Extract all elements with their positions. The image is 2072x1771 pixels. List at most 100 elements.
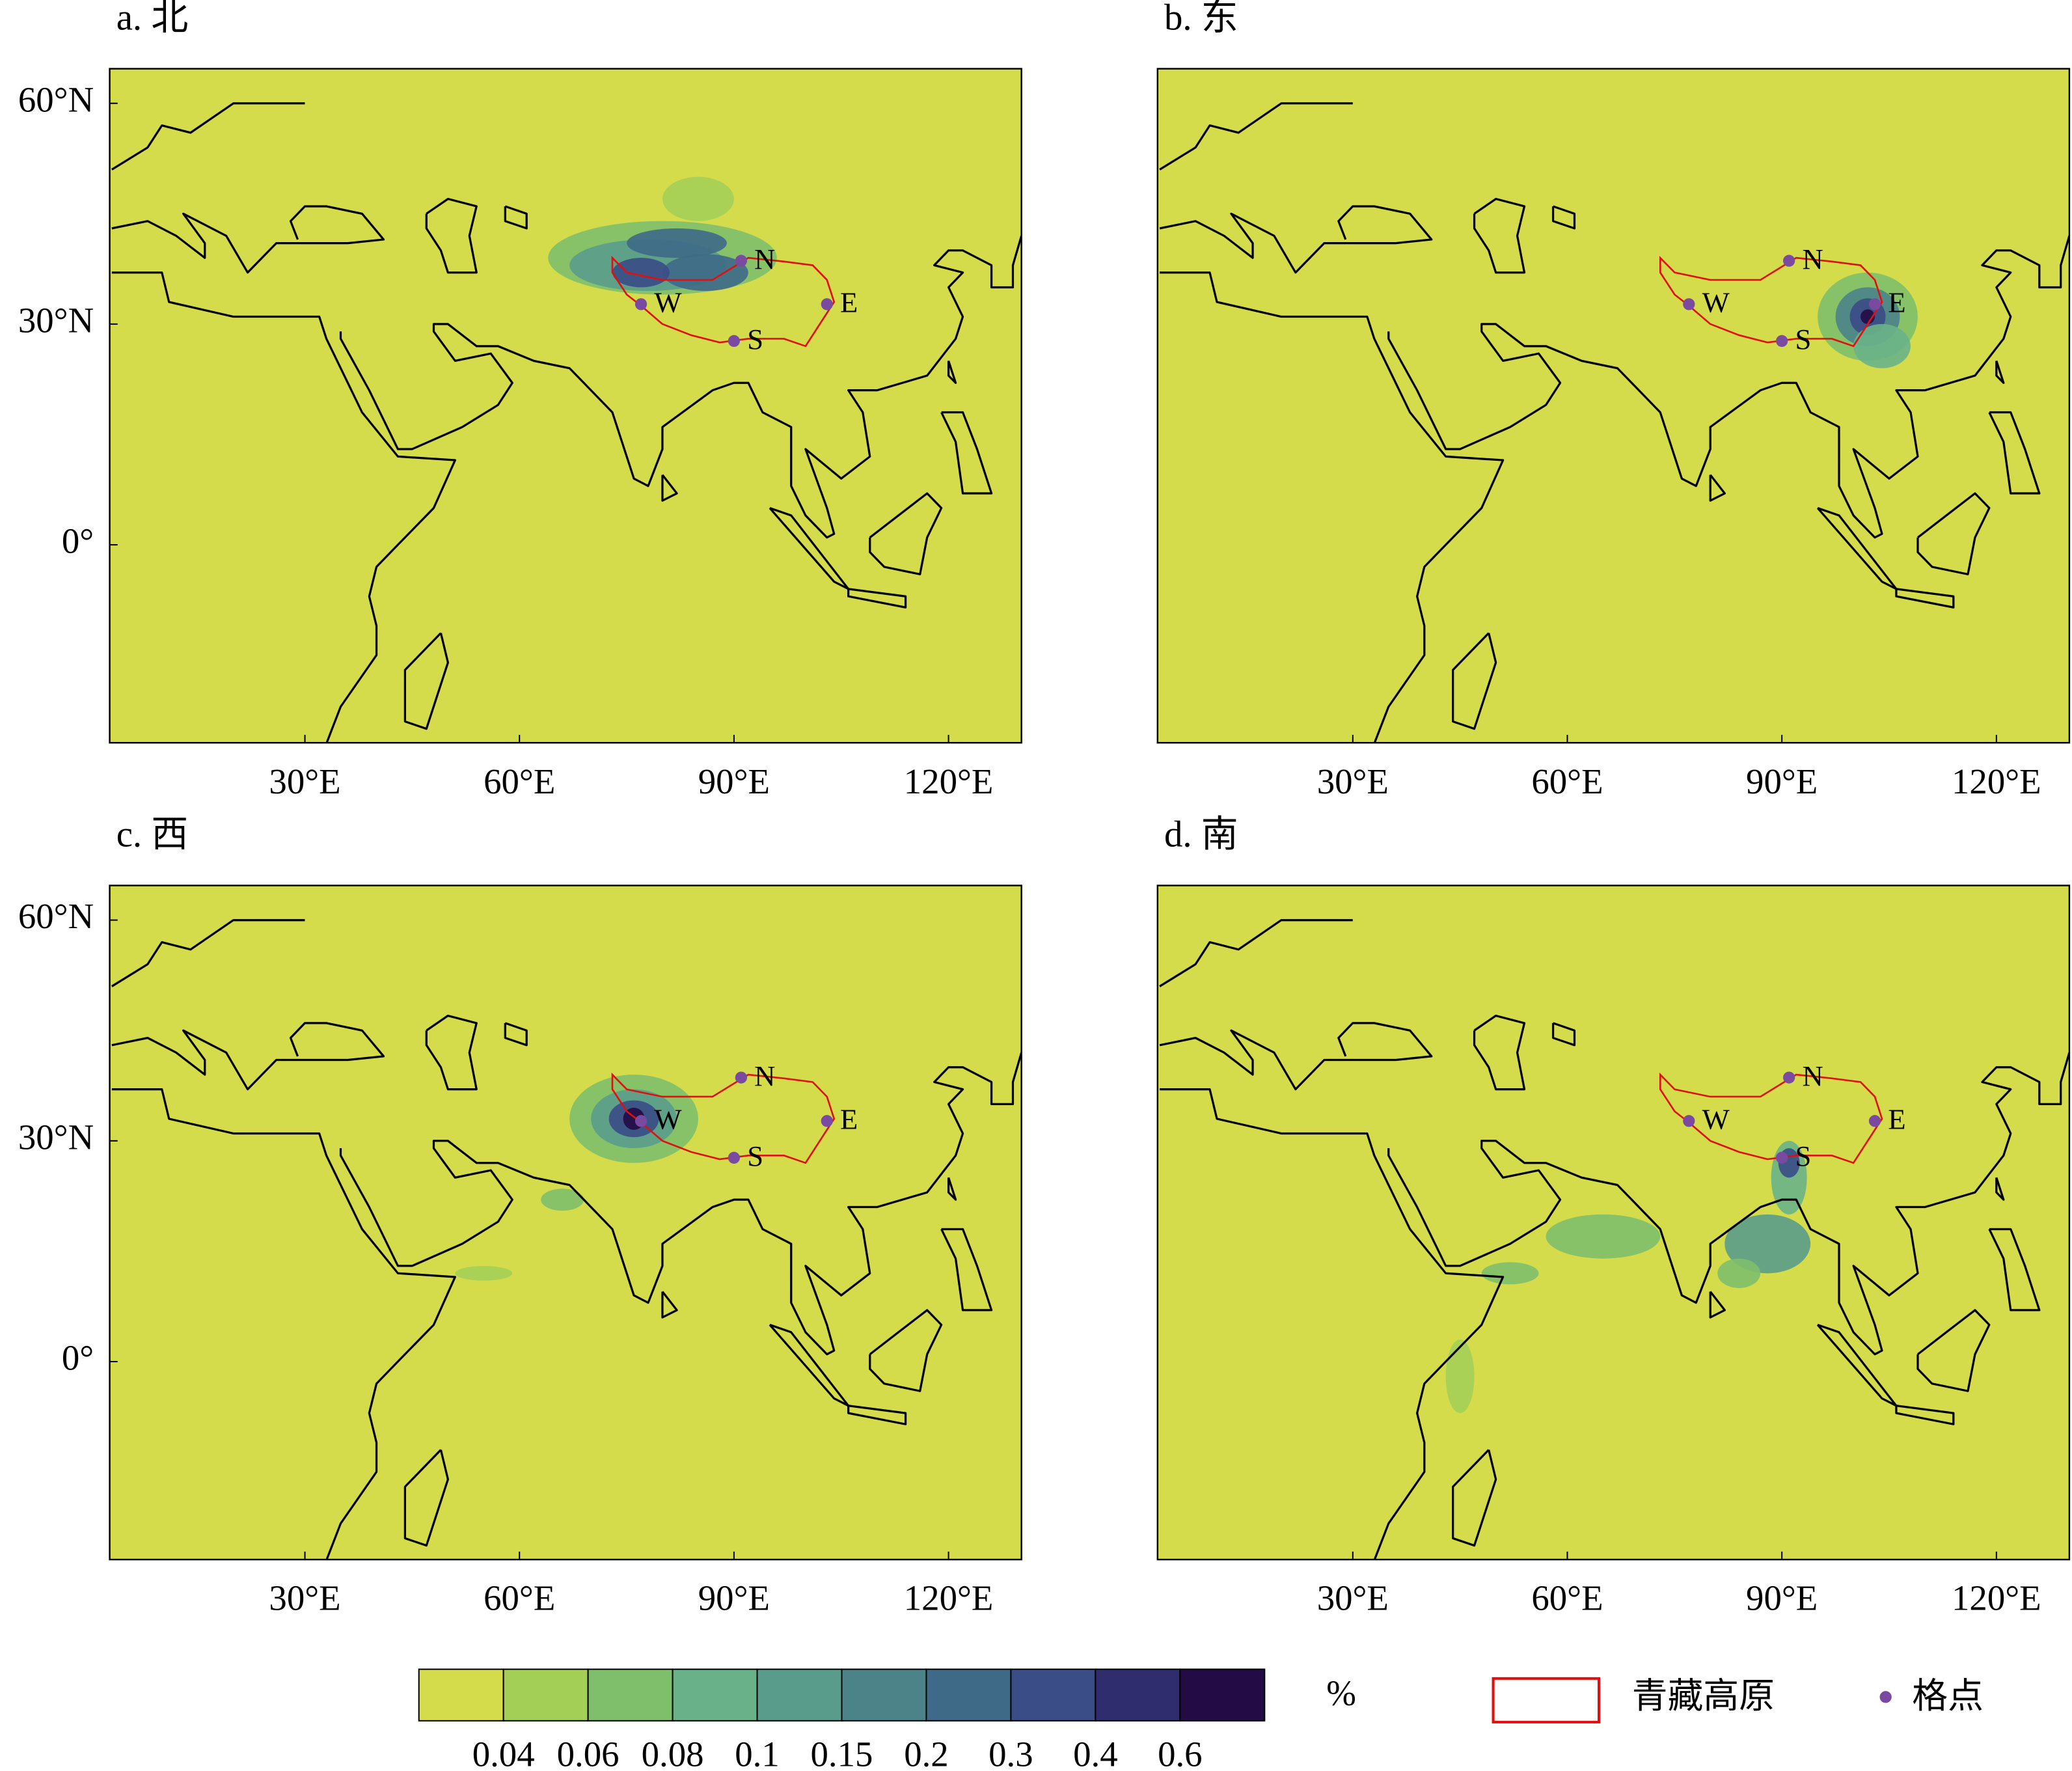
- panel-title: b. 东: [1164, 0, 1238, 38]
- coastline: [111, 205, 385, 274]
- point-label: E: [1888, 286, 1905, 319]
- x-tick-label: 30°E: [1317, 1578, 1389, 1618]
- x-tick-label: 30°E: [269, 1578, 340, 1618]
- coastline: [1159, 919, 1353, 987]
- grid-point: [1868, 1115, 1881, 1127]
- point-label: W: [654, 1103, 682, 1136]
- map-frame: [1156, 885, 2071, 1561]
- coastline: [1916, 492, 1991, 575]
- coastline: [1452, 1449, 1497, 1547]
- colorbar-swatch: [1010, 1668, 1097, 1722]
- x-tick-label: 60°E: [1531, 1578, 1603, 1618]
- x-tick-label: 120°E: [1952, 762, 2041, 801]
- coastline: [1159, 205, 1433, 274]
- colorbar-label: 0.6: [1158, 1734, 1203, 1771]
- coastline: [1473, 1014, 1526, 1091]
- coastline: [947, 360, 957, 384]
- coastline: [1995, 360, 2005, 384]
- coastline: [1160, 271, 1505, 743]
- coastline: [1916, 1309, 1991, 1392]
- coastline: [1160, 1088, 1505, 1560]
- point-label: N: [754, 1060, 775, 1092]
- y-tick-label: 30°N: [18, 1117, 94, 1157]
- grid-point: [1783, 1071, 1795, 1084]
- x-tick-label: 60°E: [1531, 762, 1603, 801]
- point-label: N: [1802, 1060, 1823, 1092]
- coastline: [1473, 197, 1526, 274]
- colorbar-swatch: [1095, 1668, 1181, 1722]
- coastline: [425, 1014, 478, 1091]
- density-patch: [612, 258, 670, 288]
- x-tick-label: 30°E: [1317, 762, 1389, 801]
- colorbar-swatch: [418, 1668, 504, 1722]
- point-label: E: [840, 286, 858, 319]
- coastline: [869, 492, 943, 575]
- coastline: [111, 919, 305, 987]
- coastline: [940, 1228, 993, 1311]
- y-tick-label: 60°N: [18, 896, 94, 936]
- x-tick-label: 120°E: [1952, 1578, 2041, 1618]
- coastline: [1551, 205, 1576, 230]
- density-patch: [1724, 1214, 1811, 1274]
- map-body: N E W S: [109, 68, 1022, 743]
- x-tick-label: 120°E: [904, 1578, 994, 1618]
- grid-point: [1783, 254, 1795, 267]
- coastline: [111, 1088, 456, 1560]
- point-label: W: [654, 286, 682, 319]
- coastline: [1895, 1405, 1955, 1425]
- point-label: S: [1795, 1140, 1811, 1172]
- density-patch: [1546, 1214, 1661, 1259]
- map-background: [1157, 68, 2069, 743]
- colorbar-swatch: [587, 1668, 674, 1722]
- legend-plateau-label: 青藏高原: [1632, 1676, 1775, 1716]
- colorbar-label: 0.1: [735, 1734, 780, 1771]
- grid-point: [1776, 1151, 1788, 1164]
- colorbar-label: 0.3: [988, 1734, 1033, 1771]
- density-patch: [1717, 1258, 1761, 1288]
- coastline: [1452, 632, 1497, 730]
- colorbar-label: 0.04: [472, 1734, 535, 1771]
- coastline: [425, 197, 478, 274]
- coastline: [504, 1022, 528, 1047]
- coastline: [1988, 411, 2041, 495]
- colorbar-label: 0.15: [811, 1734, 873, 1771]
- point-label: W: [1702, 286, 1730, 319]
- grid-point: [821, 298, 833, 310]
- x-tick-label: 30°E: [269, 762, 340, 801]
- point-label: S: [1795, 323, 1811, 355]
- density-patch: [455, 1266, 513, 1281]
- panel-title: c. 西: [116, 814, 188, 855]
- panel-title: d. 南: [1164, 814, 1238, 855]
- colorbar-label: 0.2: [904, 1734, 949, 1771]
- point-label: N: [1802, 243, 1823, 275]
- y-tick-label: 60°N: [18, 79, 94, 119]
- colorbar-swatch: [1179, 1668, 1266, 1722]
- colorbar-label: 0.06: [557, 1734, 620, 1771]
- y-tick-label: 30°N: [18, 300, 94, 340]
- coastline: [1988, 1228, 2041, 1311]
- colorbar-swatch: [672, 1668, 758, 1722]
- density-patch: [627, 228, 727, 258]
- colorbar-label: 0.08: [642, 1734, 704, 1771]
- grid-point: [1868, 298, 1881, 310]
- coastline: [403, 1449, 450, 1547]
- map-panel: d. 南 N E W S 30°E 60°E 90°E 120°E: [1156, 814, 2071, 1618]
- grid-point: [1776, 335, 1788, 348]
- coastline: [847, 1405, 907, 1425]
- point-label: S: [747, 1140, 763, 1172]
- panel-title: a. 北: [116, 0, 188, 38]
- coastline: [1895, 588, 1955, 609]
- coastline: [847, 588, 907, 609]
- coastline: [1995, 1177, 2005, 1201]
- map-body: N E W S: [109, 885, 1022, 1560]
- map-panel: c. 西 N E W S 30°E 60°E 90°E 120°E 60°N 30°N 0°: [18, 814, 1022, 1618]
- grid-point: [634, 1115, 648, 1127]
- coastline: [111, 271, 456, 743]
- x-tick-label: 90°E: [698, 762, 770, 801]
- coastline: [940, 411, 993, 495]
- map-body: N E W S: [1157, 68, 2069, 743]
- coastline: [504, 205, 528, 230]
- point-label: N: [754, 243, 775, 275]
- x-tick-label: 90°E: [698, 1578, 770, 1618]
